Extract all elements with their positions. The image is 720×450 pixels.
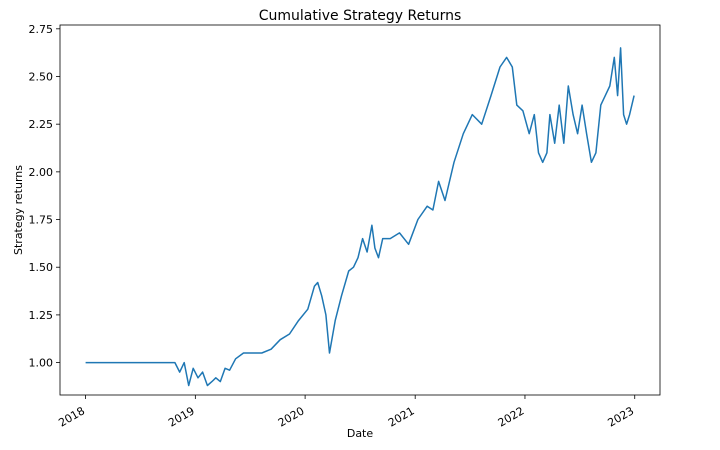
x-tick-label: 2021 [386,404,417,429]
x-tick-label: 2022 [496,404,527,429]
x-tick-label: 2020 [276,404,307,429]
plot-frame [59,24,661,396]
y-tick-label: 1.50 [29,261,54,274]
y-tick-label: 2.25 [29,118,54,131]
series-line [85,47,635,387]
x-tick-label: 2018 [56,404,87,429]
y-tick-label: 2.75 [29,23,54,36]
y-tick-label: 2.50 [29,70,54,83]
y-tick-label: 1.75 [29,214,54,227]
x-axis: 2018 2019 2020 2021 2022 2023 [56,395,636,430]
x-tick-label: 2023 [605,404,636,429]
y-tick-label: 1.00 [29,357,54,370]
x-axis-label: Date [347,427,374,440]
y-axis: 1.00 1.25 1.50 1.75 2.00 2.25 2.50 2.75 [29,23,60,370]
y-axis-label: Strategy returns [12,165,25,255]
chart-title: Cumulative Strategy Returns [259,8,462,24]
y-tick-label: 2.00 [29,166,54,179]
y-tick-label: 1.25 [29,309,54,322]
x-tick-label: 2019 [166,404,197,429]
